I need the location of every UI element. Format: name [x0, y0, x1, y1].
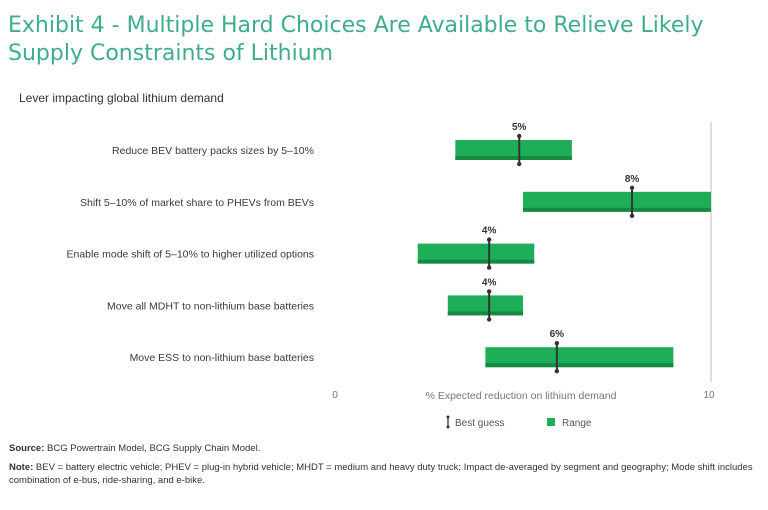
- legend-range-swatch: [547, 418, 555, 426]
- best-guess-label: 4%: [482, 226, 497, 237]
- best-guess-marker-cap-top: [486, 289, 492, 294]
- best-guess-label: 6%: [550, 329, 565, 340]
- range-bar: [523, 191, 711, 212]
- chart-title: Exhibit 4 - Multiple Hard Choices Are Av…: [8, 13, 704, 66]
- lever-label: Reduce BEV battery packs sizes by 5–10%: [112, 145, 314, 157]
- best-guess-label: 8%: [625, 174, 640, 185]
- lever-label: Shift 5–10% of market share to PHEVs fro…: [80, 197, 314, 209]
- range-bar-shadow: [455, 156, 572, 160]
- legend-best-guess-label: Best guess: [455, 418, 504, 429]
- best-guess-label: 4%: [482, 277, 497, 288]
- best-guess-marker-cap-bottom: [517, 161, 522, 167]
- range-bar-shadow: [417, 259, 535, 264]
- best-guess-marker-cap-top: [554, 341, 560, 346]
- lever-label: Move all MDHT to non-lithium base batter…: [107, 300, 314, 312]
- lever-label: Enable mode shift of 5–10% to higher uti…: [67, 249, 315, 261]
- best-guess-marker-cap-bottom: [554, 369, 560, 374]
- range-bar-shadow: [447, 311, 523, 316]
- range-bar: [455, 140, 572, 160]
- note-label: Note:: [9, 462, 34, 473]
- best-guess-marker-cap-bottom: [486, 265, 492, 270]
- legend-best-guess-icon-bottom: [446, 425, 450, 429]
- lever-label: Move ESS to non-lithium base batteries: [130, 352, 314, 364]
- range-bar-shadow: [485, 363, 674, 368]
- best-guess-marker-cap-top: [629, 185, 635, 190]
- best-guess-marker-cap-bottom: [629, 213, 635, 218]
- x-axis-label: % Expected reduction on lithium demand: [426, 390, 617, 402]
- best-guess-marker-cap-top: [486, 237, 492, 242]
- note-text: BEV = battery electric vehicle; PHEV = p…: [9, 462, 753, 486]
- chart-subtitle: Lever impacting global lithium demand: [19, 91, 224, 105]
- source-text: BCG Powertrain Model, BCG Supply Chain M…: [47, 443, 261, 454]
- footnote: Note: BEV = battery electric vehicle; PH…: [9, 461, 759, 487]
- lever-range-chart: Reduce BEV battery packs sizes by 5–10% 5…: [67, 122, 715, 429]
- range-bar: [417, 243, 535, 264]
- source-note: Source: BCG Powertrain Model, BCG Supply…: [9, 443, 759, 454]
- range-bar: [485, 347, 674, 368]
- best-guess-marker-cap-top: [517, 133, 522, 139]
- best-guess-marker-cap-bottom: [486, 317, 492, 322]
- range-bar: [447, 295, 523, 316]
- x-tick-label: 10: [703, 390, 715, 401]
- legend-range-label: Range: [562, 418, 592, 429]
- legend-best-guess-icon-top: [446, 415, 450, 419]
- source-label: Source:: [9, 443, 45, 454]
- best-guess-label: 5%: [512, 122, 527, 133]
- range-bar-shadow: [523, 207, 711, 212]
- x-tick-label: 0: [332, 390, 338, 401]
